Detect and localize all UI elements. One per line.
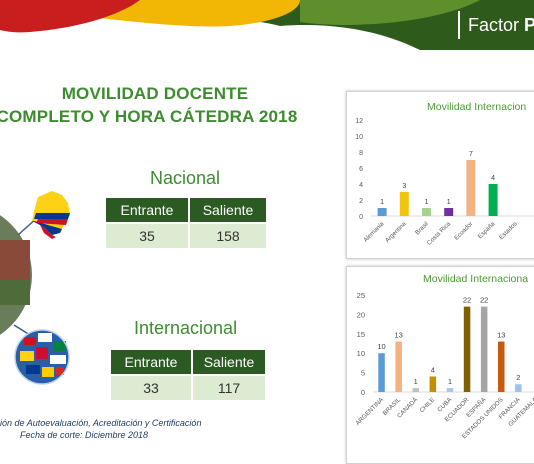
data-label: 3 [402, 183, 406, 190]
column-header-saliente: Saliente [188, 196, 268, 224]
globe-flags-icon [14, 329, 70, 385]
saliente-value: 117 [191, 374, 267, 402]
category-label: CHILE [418, 396, 436, 414]
category-label: Alemania [362, 220, 386, 244]
y-tick-label: 0 [361, 388, 365, 397]
column-header-entrante: Entrante [109, 348, 193, 376]
table-row: 35 158 [104, 222, 268, 250]
category-label: Ecuador [453, 220, 474, 241]
category-label: Argentina [384, 220, 408, 244]
bar [488, 184, 498, 216]
bar [466, 160, 476, 216]
table-header-row: Entrante Saliente [109, 348, 267, 376]
factor-logo: Factor P [458, 8, 534, 42]
header-red-swoosh [0, 0, 140, 33]
table-row: 33 117 [109, 374, 267, 402]
connector-line [13, 324, 31, 336]
data-label: 4 [491, 175, 495, 182]
bar [377, 208, 387, 216]
page-title-line1: MOVILIDAD DOCENTE [61, 84, 249, 103]
data-label: 1 [448, 377, 452, 386]
header-olive-swoosh [300, 0, 480, 25]
colombia-flag-map-icon [32, 191, 70, 239]
y-tick-label: 10 [357, 349, 365, 358]
bar [515, 384, 522, 392]
y-tick-label: 4 [359, 182, 363, 189]
data-label: 1 [447, 199, 451, 206]
header-banner [0, 0, 534, 50]
nacional-table: Entrante Saliente 35 158 [104, 196, 268, 250]
category-label: Estados [498, 220, 519, 241]
internacional-table: Entrante Saliente 33 117 [109, 348, 267, 402]
saliente-value: 158 [188, 222, 268, 250]
category-label: Costa Rica [426, 220, 453, 247]
data-label: 2 [516, 373, 520, 382]
category-label: España [477, 220, 497, 240]
bar-chart-2: 051015202510ARGENTINA13BRASIL1CANADÁ4CHI… [354, 291, 534, 440]
bar [480, 306, 488, 392]
bar-chart-1: 0 2 4 6 8 10 12 1 Alemania 3 Argentina 1 Brasil 1 Cost… [355, 118, 534, 247]
data-label: 13 [497, 331, 505, 340]
footer-date: Fecha de corte: Diciembre 2018 [20, 430, 149, 440]
internacional-label: Internacional [134, 318, 238, 338]
y-tick-label: 10 [355, 134, 363, 141]
data-label: 22 [463, 296, 471, 305]
chart-title: Movilidad Internacion [427, 101, 527, 113]
bar [446, 388, 454, 392]
data-label: 10 [377, 342, 385, 351]
y-tick-label: 2 [359, 198, 363, 205]
data-label: 7 [469, 151, 473, 158]
bar [422, 208, 431, 216]
bar [444, 208, 454, 216]
data-label: 13 [394, 331, 402, 340]
logo-separator [458, 11, 460, 39]
chart-title: Movilidad Internaciona [423, 273, 529, 285]
y-tick-label: 15 [357, 330, 365, 339]
table-header-row: Entrante Saliente [104, 196, 268, 224]
y-tick-label: 20 [357, 310, 365, 319]
entrante-value: 33 [109, 374, 193, 402]
logo-text: Factor [468, 14, 520, 35]
y-tick-label: 6 [359, 166, 363, 173]
data-label: 22 [480, 296, 488, 305]
y-tick-label: 0 [359, 214, 363, 221]
bar [412, 388, 419, 392]
y-tick-label: 25 [357, 291, 365, 300]
header-yellow-swoosh [100, 0, 300, 27]
bar [395, 341, 402, 392]
bar [399, 192, 409, 216]
data-label: 4 [431, 365, 435, 374]
entrante-value: 35 [104, 222, 190, 250]
chart-card-1: Movilidad Internacion 0 2 4 6 8 10 12 1 Alemania… [346, 91, 534, 259]
column-header-entrante: Entrante [104, 196, 190, 224]
chart-card-2: Movilidad Internaciona 0 5 10 15 20 25 10 ARGEN… [346, 266, 534, 464]
footer-source: ión de Autoevaluación, Acreditación y Ce… [0, 418, 202, 428]
data-label: 1 [380, 199, 384, 206]
mobility-illustration [0, 191, 70, 385]
bar [429, 376, 437, 392]
y-tick-label: 8 [359, 150, 363, 157]
y-tick-label: 5 [361, 369, 365, 378]
nacional-label: Nacional [150, 168, 221, 188]
bar [498, 341, 505, 392]
category-label: Brasil [414, 220, 430, 236]
y-tick-label: 12 [355, 118, 363, 125]
page-title-line2: COMPLETO Y HORA CÁTEDRA 2018 [0, 107, 298, 126]
logo-text-bold: P [524, 14, 534, 35]
data-label: 1 [414, 377, 418, 386]
bar [463, 306, 471, 392]
data-label: 1 [425, 199, 429, 206]
bar [378, 353, 385, 392]
column-header-saliente: Saliente [191, 348, 267, 376]
